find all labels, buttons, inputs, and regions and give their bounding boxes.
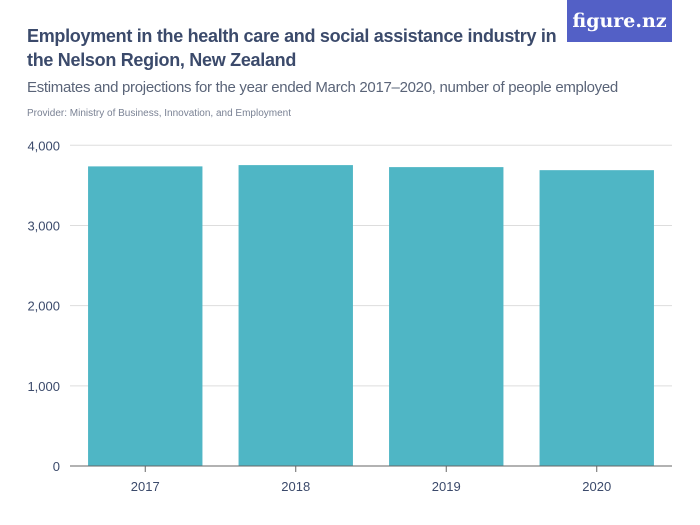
bar-2018 xyxy=(238,165,353,467)
chart-title: Employment in the health care and social… xyxy=(27,26,557,70)
provider-text: Provider: Ministry of Business, Innovati… xyxy=(27,108,292,119)
y-tick-label: 2,000 xyxy=(27,299,60,314)
chart-subtitle: Estimates and projections for the year e… xyxy=(27,79,618,96)
bar-2019 xyxy=(389,167,504,466)
y-tick-label: 1,000 xyxy=(27,379,60,394)
bar-2017 xyxy=(88,166,203,466)
x-tick-label: 2020 xyxy=(582,479,611,494)
figure-nz-logo[interactable]: figure.nz xyxy=(567,0,672,42)
logo-text: figure.nz xyxy=(572,10,667,32)
y-tick-label: 0 xyxy=(53,459,60,474)
x-tick-label: 2017 xyxy=(131,479,160,494)
bar-2020 xyxy=(539,170,654,467)
y-tick-label: 3,000 xyxy=(27,218,60,233)
x-tick-label: 2018 xyxy=(281,479,310,494)
y-tick-label: 4,000 xyxy=(27,138,60,153)
x-tick-label: 2019 xyxy=(432,479,461,494)
